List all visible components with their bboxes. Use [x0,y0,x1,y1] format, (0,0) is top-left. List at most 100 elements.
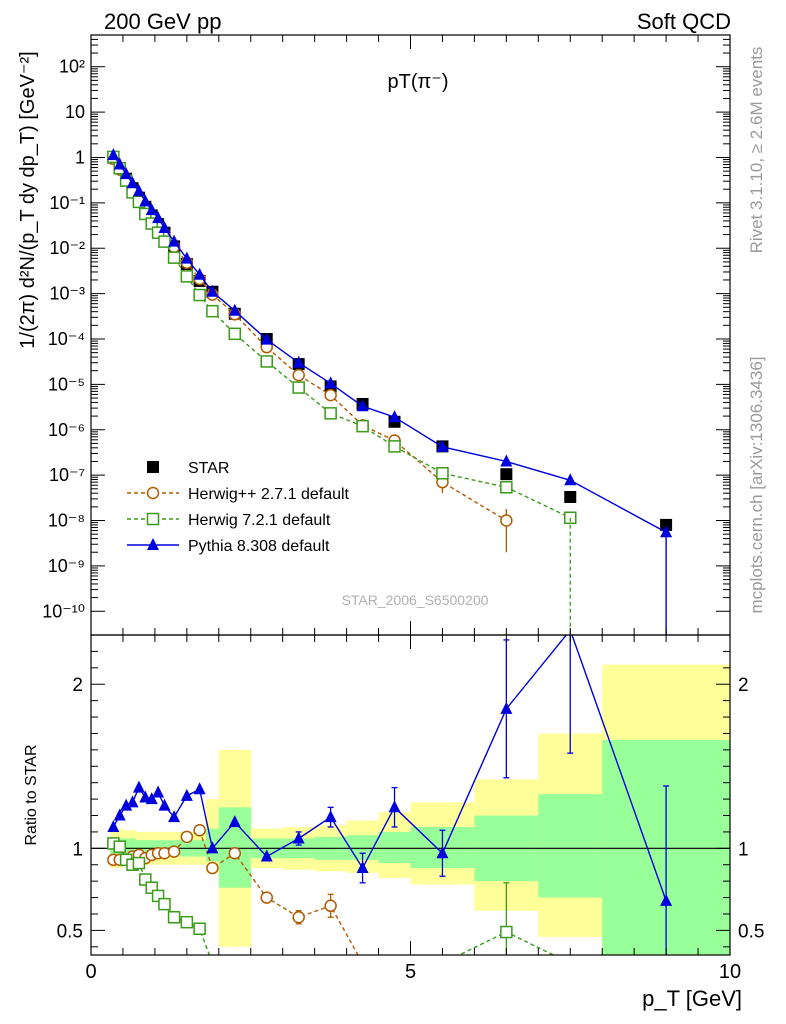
data-point [145,217,158,230]
x-tick-label: 0 [85,961,96,983]
main-frame [90,34,731,636]
data-point [356,399,369,412]
data-point [193,922,206,935]
legend-marker [146,486,160,500]
y-tick-label: 10⁻⁷ [49,465,85,485]
x-tick-label: 10 [719,961,741,983]
data-point [500,514,513,527]
data-point [193,824,206,837]
legend-entry-herwig-7-2-1-default: Herwig 7.2.1 default [127,512,331,529]
data-point [180,788,193,801]
data-point [139,873,152,886]
data-point [152,785,165,798]
data-point [167,845,181,858]
legend-label: STAR [188,460,229,477]
data-point [660,525,673,538]
data-point [132,780,145,793]
ratio-series-pythia-8-308-default [107,635,673,955]
data-point [206,304,219,318]
legend-label: Herwig++ 2.7.1 default [188,486,350,503]
data-point [260,332,273,345]
data-point [500,481,513,494]
data-point [564,490,577,503]
header-left: 200 GeV pp [104,9,221,34]
data-point [132,856,146,870]
uncertainty-band-inner [378,831,411,864]
data-point [120,798,133,811]
y-tick-label: 10⁻⁸ [48,511,85,531]
data-point [564,473,577,486]
data-point [436,467,449,480]
data-point [180,270,194,283]
data-point [436,439,449,452]
data-point [126,795,139,808]
main-plot-area [107,148,673,635]
data-point [260,849,273,862]
data-point [180,830,194,844]
y-tick-label: 10⁻¹⁰ [42,601,85,621]
data-point [292,911,305,924]
data-point [193,288,206,302]
data-point [228,303,241,316]
data-point [660,893,673,906]
series-pythia-8-308-default [107,148,673,538]
data-point [292,381,305,394]
data-point [324,899,337,913]
data-point [113,808,126,821]
legend-label: Herwig 7.2.1 default [188,512,331,529]
legend-label: Pythia 8.308 default [188,538,330,555]
main-y-axis-label: 1/(2π) d²N/(p_T dy dp_T) [GeV⁻²] [17,51,39,348]
ratio-y-tick-label: 1 [72,839,83,860]
data-point [388,800,401,813]
data-point [158,897,171,911]
y-tick-label: 10⁻⁶ [48,420,85,440]
analysis-watermark: STAR_2006_S6500200 [342,592,489,608]
data-point [145,792,158,805]
data-point [324,407,337,420]
data-point [206,284,219,297]
data-point [107,148,120,161]
data-point [260,891,273,904]
data-point [292,831,305,844]
data-point [167,911,181,924]
legend: STAR Herwig++ 2.7.1 default Herwig 7.2.1 d… [127,460,350,555]
data-point [324,388,337,402]
series-line [112,158,507,522]
ratio-series-herwig-7-2-1-default [107,837,556,955]
data-point [500,925,513,939]
rivet-version-text: Rivet 3.1.10, ≥ 2.6M events [747,47,766,254]
main-title: pT(π⁻) [387,71,448,93]
y-tick-label: 10² [59,57,85,77]
data-point [260,355,273,368]
legend-marker [147,461,159,473]
mcplots-reference-text: mcplots.cern.ch [arXiv:1306.3436] [747,356,766,613]
ratio-y-axis-label: Ratio to STAR [23,744,40,845]
data-point [228,815,241,828]
header-right: Soft QCD [637,9,731,34]
y-tick-label: 10⁻² [49,238,85,258]
data-point [180,251,193,264]
legend-marker [147,538,159,550]
series-line [112,156,571,519]
data-point [113,840,127,853]
data-point [500,701,513,714]
ratio-y-tick-label: 0.5 [738,921,764,942]
data-point [324,810,337,823]
y-tick-label: 10⁻⁴ [48,329,85,349]
data-point [356,419,369,433]
data-point [145,203,158,216]
x-tick-label: 5 [405,961,416,983]
data-point [193,782,206,795]
data-point [167,251,181,264]
data-point [145,881,158,894]
data-point [139,194,152,207]
ratio-y-tick-label: 2 [738,675,749,696]
data-point [500,454,513,467]
ratio-plot-area [107,635,673,955]
legend-entry-herwig-2-7-1-default: Herwig++ 2.7.1 default [127,486,350,503]
ratio-frame [90,634,731,956]
legend-marker [146,512,160,526]
data-point [180,915,194,929]
data-point [356,861,369,874]
